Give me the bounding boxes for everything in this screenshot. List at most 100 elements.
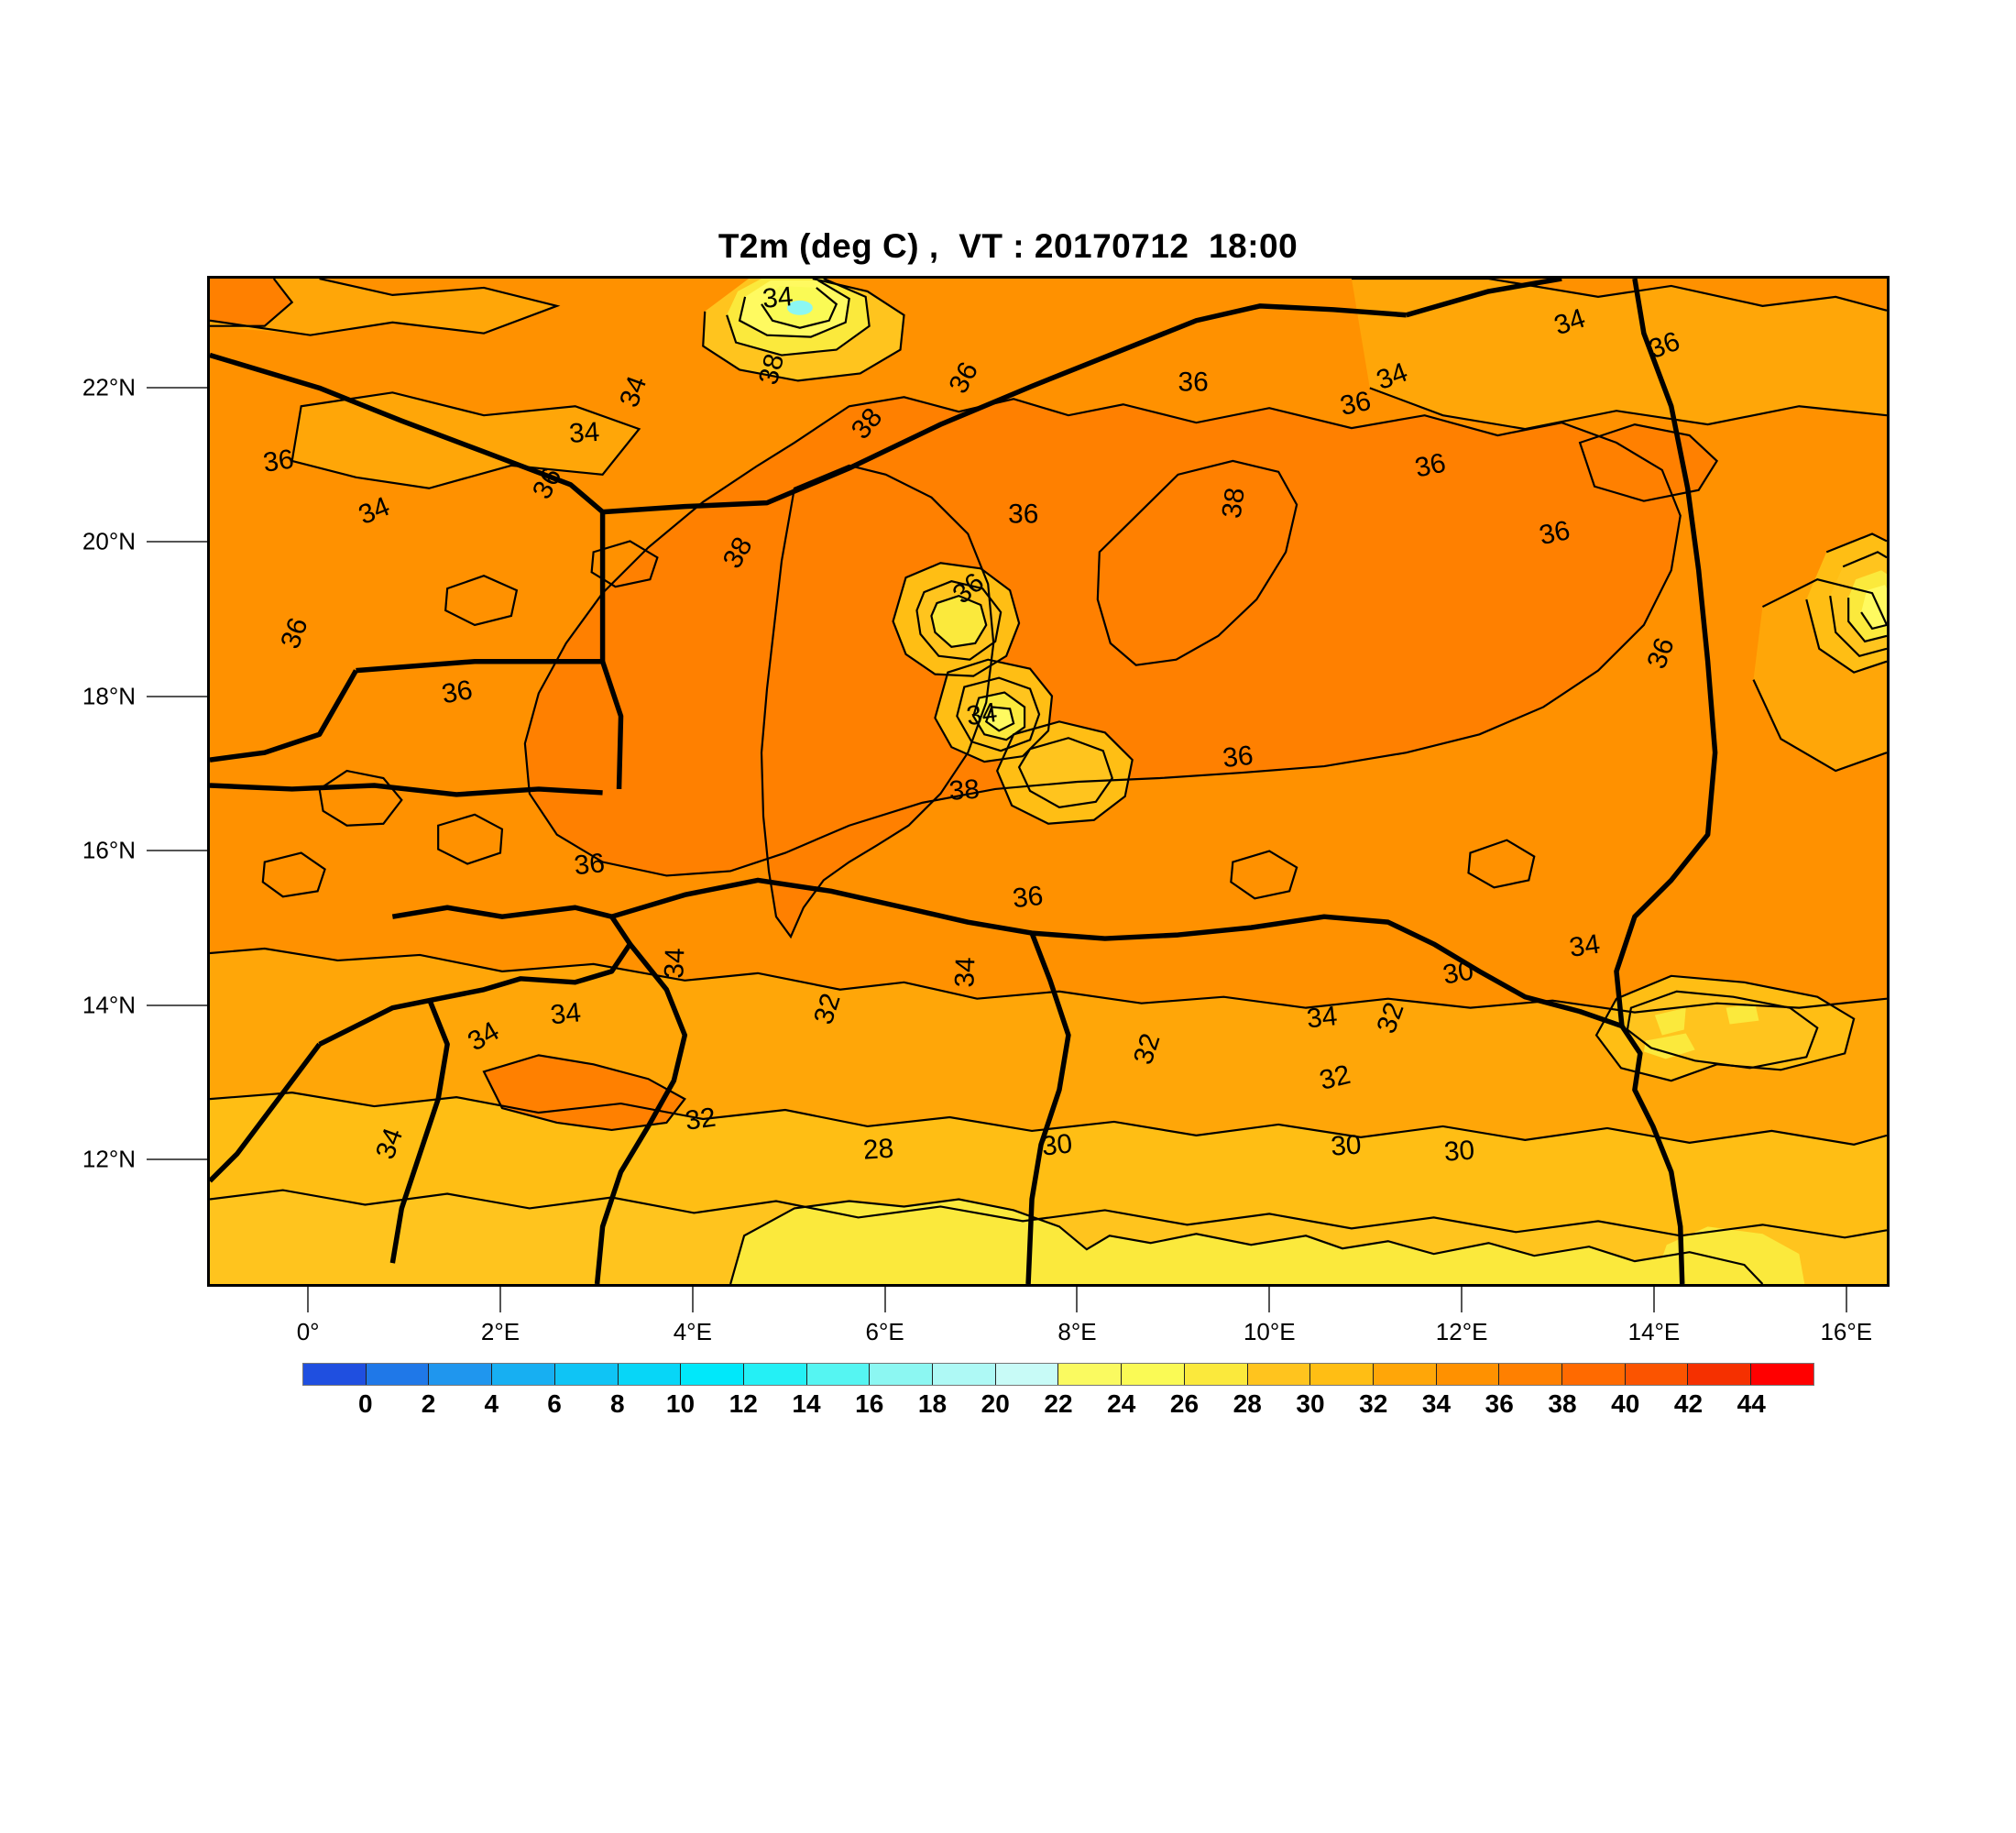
svg-text:34: 34	[949, 957, 981, 988]
latitude-tick-label: 12°N	[82, 1145, 136, 1173]
colorbar-tick-label: 36	[1485, 1389, 1514, 1418]
longitude-tick-mark	[691, 1287, 694, 1312]
band-36-38-topleft	[210, 279, 292, 326]
latitude-tick-label: 16°N	[82, 836, 136, 864]
longitude-tick-label: 14°E	[1627, 1318, 1681, 1345]
colorbar-labels: 0 2 4 6 8 10 12 14 16 18 20 22 24 26 28 30 32 34 36 38 40 42 4…	[302, 1389, 1814, 1432]
colorbar-swatch	[1122, 1364, 1185, 1385]
colorbar-swatch	[933, 1364, 996, 1385]
colorbar-swatch	[429, 1364, 493, 1385]
band-26-28-east	[1652, 1226, 1805, 1284]
latitude-tick-label: 20°N	[82, 527, 136, 555]
colorbar-swatch	[1688, 1364, 1752, 1385]
colorbar-tick-label: 34	[1421, 1389, 1452, 1418]
colorbar-swatch	[1058, 1364, 1123, 1385]
longitude-tick-mark	[1845, 1287, 1847, 1312]
colorbar-swatch	[554, 1364, 619, 1385]
svg-text:32: 32	[684, 1103, 718, 1136]
colorbar-tick-label: 6	[547, 1389, 562, 1418]
colorbar-tick-label: 44	[1737, 1389, 1766, 1418]
longitude-tick-label: 16°E	[1820, 1318, 1873, 1345]
air-massif-cool-inner	[1019, 738, 1112, 807]
svg-text:30: 30	[1441, 955, 1475, 990]
colorbar-tick-label: 38	[1548, 1389, 1577, 1418]
svg-text:36: 36	[1178, 367, 1209, 397]
map-plot-area: 36 34 34 36 34 34 36 36 34 38 36 38 34 3…	[207, 276, 1890, 1287]
colorbar-tick-label: 10	[665, 1389, 696, 1418]
band-32-34-north	[210, 279, 557, 335]
colorbar-swatch	[1436, 1364, 1500, 1385]
svg-text:36: 36	[1412, 448, 1448, 484]
svg-text:34: 34	[549, 997, 583, 1030]
colorbar-swatch	[806, 1364, 871, 1385]
colorbar-tick-label: 26	[1169, 1389, 1200, 1418]
latitude-axis: 22°N 20°N 18°N 16°N 14°N 12°N	[0, 276, 207, 1287]
longitude-tick-label: 6°E	[865, 1318, 904, 1345]
colorbar	[302, 1363, 1814, 1386]
svg-text:36: 36	[1338, 386, 1374, 422]
longitude-tick-mark	[1652, 1287, 1655, 1312]
latitude-tick-label: 18°N	[82, 682, 136, 710]
colorbar-tick-label: 4	[484, 1389, 499, 1418]
colorbar-tick-label: 28	[1233, 1389, 1262, 1418]
svg-text:36: 36	[1011, 881, 1045, 914]
band-32-34-ne	[1351, 279, 1887, 430]
svg-text:30: 30	[1330, 1130, 1362, 1162]
contour-lines	[210, 279, 1887, 1284]
longitude-tick-label: 12°E	[1435, 1318, 1488, 1345]
colorbar-swatch	[870, 1364, 934, 1385]
colorbar-swatch	[1562, 1364, 1626, 1385]
svg-text:36: 36	[1008, 499, 1038, 530]
svg-text:34: 34	[1305, 1001, 1339, 1034]
colorbar-swatch	[1373, 1364, 1437, 1385]
latitude-tick-mark	[147, 850, 207, 852]
colorbar-swatch	[1499, 1364, 1563, 1385]
latitude-tick-label: 22°N	[82, 373, 136, 401]
longitude-tick-label: 8°E	[1057, 1318, 1097, 1345]
longitude-tick-label: 0°	[296, 1318, 320, 1345]
colorbar-tick-label: 2	[421, 1389, 436, 1418]
longitude-tick-mark	[1461, 1287, 1463, 1312]
colorbar-swatch	[1184, 1364, 1248, 1385]
latitude-tick-mark	[147, 1004, 207, 1006]
colorbar-swatch	[743, 1364, 807, 1385]
north-cool-cell	[703, 279, 904, 381]
colorbar-tick-label: 42	[1673, 1389, 1704, 1418]
colorbar-tick-label: 22	[1044, 1389, 1073, 1418]
svg-text:34: 34	[568, 417, 600, 449]
longitude-tick-label: 2°E	[480, 1318, 520, 1345]
svg-text:34: 34	[965, 697, 1000, 731]
latitude-tick-label: 14°N	[82, 991, 136, 1019]
band-26-28	[730, 1199, 1763, 1284]
longitude-tick-label: 10°E	[1243, 1318, 1296, 1345]
colorbar-swatch	[492, 1364, 555, 1385]
page-title: T2m (deg C) , VT : 20170712 18:00	[718, 227, 1298, 265]
colorbar-swatch	[1751, 1364, 1813, 1385]
latitude-tick-mark	[147, 541, 207, 543]
temperature-contour-map: 36 34 34 36 34 34 36 36 34 38 36 38 34 3…	[210, 279, 1887, 1284]
colorbar-tick-label: 40	[1611, 1389, 1640, 1418]
svg-text:30: 30	[1443, 1136, 1475, 1168]
longitude-tick-mark	[1076, 1287, 1079, 1312]
band-32-34-nw	[291, 392, 640, 488]
colorbar-tick-label: 32	[1359, 1389, 1388, 1418]
longitude-tick-label: 4°E	[673, 1318, 712, 1345]
longitude-tick-mark	[499, 1287, 501, 1312]
colorbar-swatch	[681, 1364, 744, 1385]
colorbar-tick-label: 18	[917, 1389, 948, 1418]
colorbar-swatch	[1247, 1364, 1311, 1385]
colorbar-tick-label: 14	[792, 1389, 821, 1418]
colorbar-tick-label: 24	[1107, 1389, 1136, 1418]
country-borders	[210, 279, 1718, 1284]
svg-text:36: 36	[261, 445, 296, 478]
colorbar-tick-label: 8	[609, 1389, 625, 1418]
svg-text:36: 36	[1537, 515, 1572, 551]
latitude-tick-mark	[147, 695, 207, 697]
lake-chad-cool	[1627, 991, 1818, 1069]
longitude-tick-mark	[1268, 1287, 1271, 1312]
colorbar-tick-label: 20	[981, 1389, 1010, 1418]
colorbar-swatch	[995, 1364, 1059, 1385]
svg-text:34: 34	[659, 948, 690, 979]
colorbar-tick-label: 0	[357, 1389, 373, 1418]
